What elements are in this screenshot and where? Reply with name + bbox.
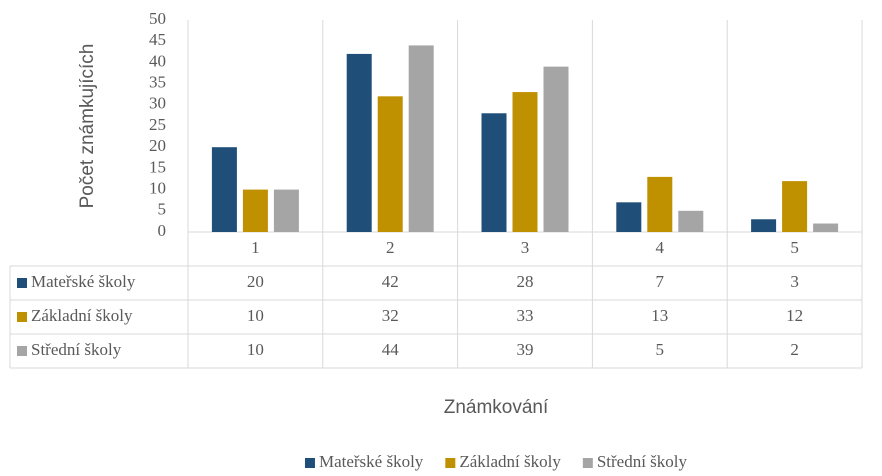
table-value: 10	[247, 340, 264, 359]
legend-label: Základní školy	[459, 452, 561, 471]
y-tick-label: 5	[158, 200, 167, 219]
legend-key	[304, 458, 315, 468]
table-value: 10	[247, 306, 264, 325]
bar	[647, 176, 673, 232]
table-value: 39	[517, 340, 534, 359]
y-tick-label: 10	[149, 179, 166, 198]
table-row-label: Střední školy	[31, 340, 122, 359]
legend-key	[445, 458, 456, 468]
bar	[408, 45, 434, 232]
table-value: 3	[790, 272, 799, 291]
table-value: 28	[517, 272, 534, 291]
x-tick-label: 2	[386, 238, 395, 257]
table-value: 12	[786, 306, 803, 325]
table-value: 7	[656, 272, 665, 291]
table-value: 32	[382, 306, 399, 325]
bar	[242, 189, 268, 232]
bar	[512, 92, 538, 232]
x-tick-label: 1	[251, 238, 260, 257]
bar	[377, 96, 403, 232]
y-tick-label: 20	[149, 136, 166, 155]
y-tick-label: 0	[158, 221, 167, 240]
table-value: 42	[382, 272, 399, 291]
legend-label: Mateřské školy	[319, 452, 424, 471]
x-axis-title: Známkování	[444, 397, 549, 418]
table-value: 33	[517, 306, 534, 325]
table-legend-key	[17, 346, 27, 356]
table-legend-key	[17, 278, 27, 288]
bar	[782, 181, 808, 232]
bar	[481, 113, 507, 232]
x-tick-label: 4	[656, 238, 665, 257]
y-tick-label: 50	[149, 9, 166, 28]
table-value: 44	[382, 340, 400, 359]
y-tick-label: 40	[149, 51, 166, 70]
table-value: 13	[651, 306, 668, 325]
y-tick-label: 30	[149, 94, 166, 113]
y-tick-label: 35	[149, 73, 166, 92]
bar	[543, 66, 569, 232]
bar	[211, 147, 237, 232]
x-tick-label: 5	[790, 238, 799, 257]
legend-key	[582, 458, 593, 468]
bar	[751, 219, 777, 232]
bar	[813, 223, 839, 232]
bar	[273, 189, 299, 232]
bar	[616, 202, 642, 232]
table-legend-key	[17, 312, 27, 322]
table-row-label: Základní školy	[31, 306, 133, 325]
legend-label: Střední školy	[597, 452, 688, 471]
x-tick-label: 3	[521, 238, 530, 257]
table-row-label: Mateřské školy	[31, 272, 136, 291]
y-tick-label: 45	[149, 30, 166, 49]
y-axis-title: Počet známkujících	[77, 44, 98, 209]
table-value: 2	[790, 340, 799, 359]
y-tick-label: 25	[149, 115, 166, 134]
table-value: 20	[247, 272, 264, 291]
table-value: 5	[656, 340, 665, 359]
bar	[678, 210, 704, 232]
y-tick-label: 15	[149, 157, 166, 176]
bar	[346, 53, 372, 232]
